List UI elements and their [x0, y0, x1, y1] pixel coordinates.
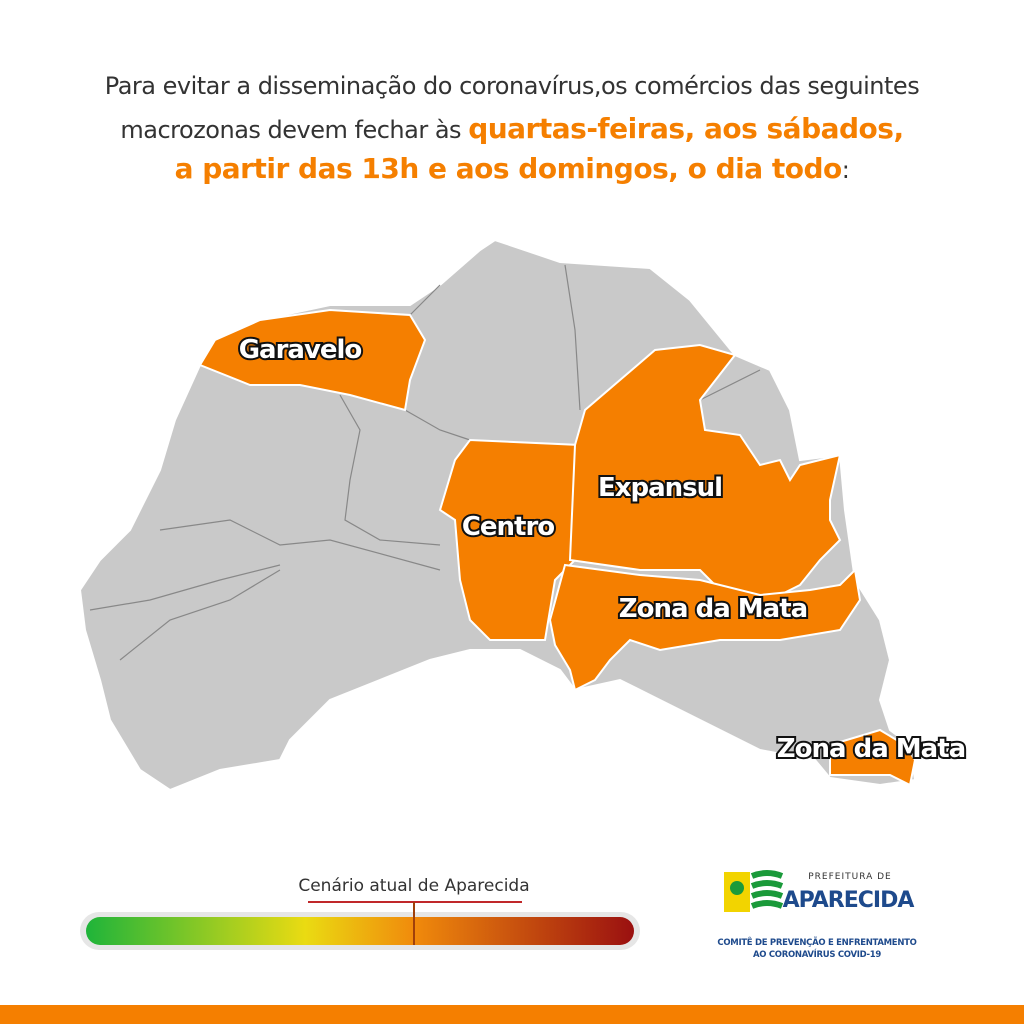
logo-prefix: PREFEITURA DE — [808, 872, 892, 882]
header-text: macrozonas devem fechar às — [120, 116, 462, 144]
logo-stripes — [750, 870, 784, 909]
logo-emblem — [730, 881, 744, 895]
logo-name: APARECIDA — [783, 888, 915, 913]
footer-bar — [0, 1005, 1024, 1024]
zone-label: Garavelo — [239, 335, 362, 365]
header-line: Para evitar a disseminação do coronavíru… — [0, 72, 1024, 100]
zone-expansul — [568, 343, 842, 602]
zone-label: Centro — [462, 512, 554, 542]
zone-label: Zona da Mata — [777, 734, 965, 764]
header-text: Para evitar a disseminação do coronavíru… — [104, 72, 920, 100]
header-highlight: a partir das 13h e aos domingos, o dia t… — [174, 152, 843, 185]
zone-label: Zona da Mata — [619, 594, 807, 624]
district-border — [89, 264, 761, 661]
header-text: : — [841, 156, 850, 184]
logo: PREFEITURA DE APARECIDA COMITÊ DE PREVEN… — [717, 870, 917, 960]
header-highlight: quartas-feiras, aos sábados, — [468, 112, 904, 145]
zone-label: Expansul — [598, 473, 722, 503]
zone-zona-da-mata — [829, 728, 917, 787]
zone-zona-da-mata — [548, 563, 862, 692]
committee-text: COMITÊ DE PREVENÇÃO E ENFRENTAMENTO — [717, 936, 916, 948]
zone-garavelo — [198, 308, 427, 412]
scale-bar — [86, 917, 634, 945]
header-line: macrozonas devem fechar às quartas-feira… — [0, 112, 1024, 145]
header-line: a partir das 13h e aos domingos, o dia t… — [0, 152, 1024, 185]
scale-label: Cenário atual de Aparecida — [298, 876, 529, 896]
committee-text: AO CORONAVÍRUS COVID-19 — [753, 948, 881, 960]
zone-centro — [438, 438, 582, 641]
